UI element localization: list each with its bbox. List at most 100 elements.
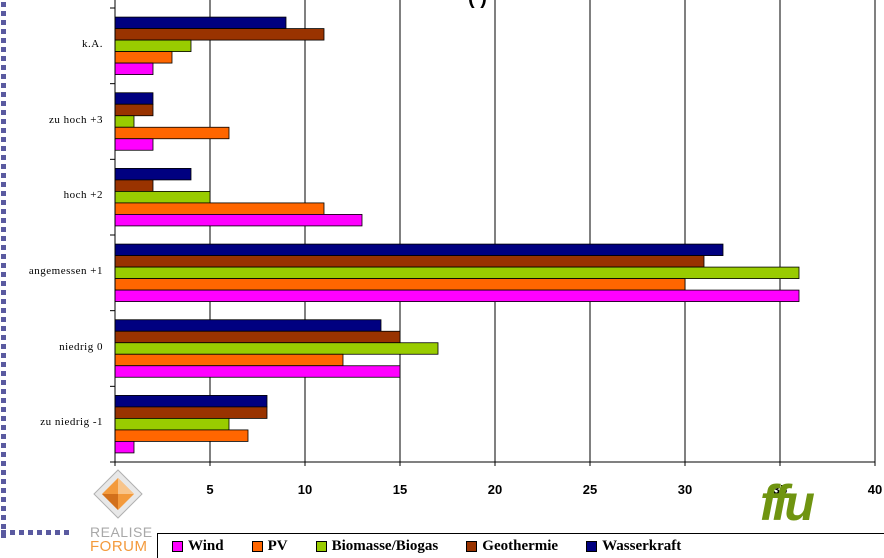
border-dot <box>1 452 6 457</box>
border-dot <box>1 227 6 232</box>
legend-swatch <box>466 540 478 552</box>
border-dot <box>1 245 6 250</box>
border-dot <box>1 506 6 511</box>
border-dot <box>1 74 6 79</box>
border-dot <box>1 335 6 340</box>
border-dot <box>1 416 6 421</box>
realise-diamond-icon <box>93 469 143 519</box>
bar-geothermie-2 <box>114 179 154 192</box>
border-dot <box>1 92 6 97</box>
border-dot <box>1 326 6 331</box>
border-dot <box>1 434 6 439</box>
legend-label: Biomasse/Biogas <box>331 537 439 554</box>
bar-pv-0 <box>114 51 173 64</box>
border-dot <box>1 281 6 286</box>
border-dot <box>1 155 6 160</box>
border-dot <box>1 461 6 466</box>
legend-swatch <box>251 540 263 552</box>
bar-wind-1 <box>114 138 154 151</box>
x-tick-label-5: 5 <box>206 482 214 497</box>
category-label: niedrig 0 <box>59 340 103 353</box>
category-label: angemessen +1 <box>28 264 103 277</box>
category-label: hoch +2 <box>63 189 103 202</box>
bar-pv-4 <box>114 353 344 367</box>
legend-swatch <box>315 540 327 552</box>
border-dot <box>1 11 6 16</box>
border-dot <box>1 56 6 61</box>
category-label: k.A. <box>82 37 103 50</box>
legend-label: Geothermie <box>482 537 559 554</box>
realise-text: REALISE <box>90 524 153 540</box>
border-dot <box>1 317 6 322</box>
border-dot <box>1 47 6 52</box>
bar-biomasse-biogas-3 <box>114 266 800 279</box>
bar-biomasse-biogas-4 <box>114 342 439 355</box>
bar-wasserkraft-5 <box>114 395 268 408</box>
bar-pv-3 <box>114 278 686 291</box>
border-dot <box>1 497 6 502</box>
bar-pv-1 <box>114 126 230 140</box>
border-dot <box>1 164 6 169</box>
bar-pv-2 <box>114 202 325 215</box>
x-tick-label-10: 10 <box>297 482 313 497</box>
decorative-dotted-border <box>1 2 6 538</box>
bar-wind-3 <box>114 289 800 302</box>
border-dot <box>64 530 69 535</box>
bar-wind-0 <box>114 62 154 75</box>
bar-geothermie-0 <box>114 28 325 41</box>
forum-text: FORUM <box>90 538 148 555</box>
bar-pv-5 <box>114 429 249 442</box>
ffu-text: ffu <box>760 475 815 531</box>
bar-wind-5 <box>114 441 135 454</box>
border-dot <box>1 479 6 484</box>
x-tick-label-25: 25 <box>582 482 598 497</box>
bar-geothermie-3 <box>114 255 705 268</box>
bar-geothermie-5 <box>114 406 268 419</box>
border-dot <box>1 65 6 70</box>
bar-wasserkraft-1 <box>114 92 154 105</box>
border-dot <box>1 236 6 241</box>
x-tick-label-20: 20 <box>487 482 503 497</box>
x-tick-label-30: 30 <box>677 482 693 497</box>
bar-wasserkraft-0 <box>114 16 287 29</box>
border-dot <box>1 20 6 25</box>
border-dot <box>1 308 6 313</box>
bar-wasserkraft-4 <box>114 319 382 332</box>
border-dot <box>1 209 6 214</box>
border-dot <box>1 371 6 376</box>
border-dot <box>1 38 6 43</box>
bar-wind-4 <box>114 365 401 378</box>
border-dot <box>1 530 6 535</box>
decorative-dotted-line <box>1 530 69 535</box>
border-dot <box>10 530 15 535</box>
chart-title-fragment: ( ) <box>468 0 487 10</box>
border-dot <box>1 2 6 7</box>
border-dot <box>55 530 60 535</box>
x-tick-label-15: 15 <box>392 482 408 497</box>
legend-item: PV <box>251 537 288 555</box>
legend-swatch <box>172 540 183 552</box>
bar-geothermie-4 <box>114 330 401 344</box>
border-dot <box>1 272 6 277</box>
border-dot <box>1 29 6 34</box>
legend-item: Biomasse/Biogas <box>315 537 439 555</box>
legend-label: PV <box>267 537 288 554</box>
border-dot <box>1 533 6 538</box>
border-dot <box>1 218 6 223</box>
border-dot <box>1 200 6 205</box>
border-dot <box>1 389 6 394</box>
border-dot <box>1 299 6 304</box>
border-dot <box>1 398 6 403</box>
border-dot <box>1 128 6 133</box>
bar-wasserkraft-2 <box>114 168 192 181</box>
legend-label: Wind <box>188 537 224 554</box>
border-dot <box>1 443 6 448</box>
border-dot <box>28 530 33 535</box>
border-dot <box>1 173 6 178</box>
category-label: zu hoch +3 <box>49 113 103 126</box>
legend-swatch <box>586 540 598 552</box>
ffu-logo: ffu <box>754 475 834 531</box>
border-dot <box>1 146 6 151</box>
bar-biomasse-biogas-5 <box>114 418 230 431</box>
bar-geothermie-1 <box>114 103 154 117</box>
